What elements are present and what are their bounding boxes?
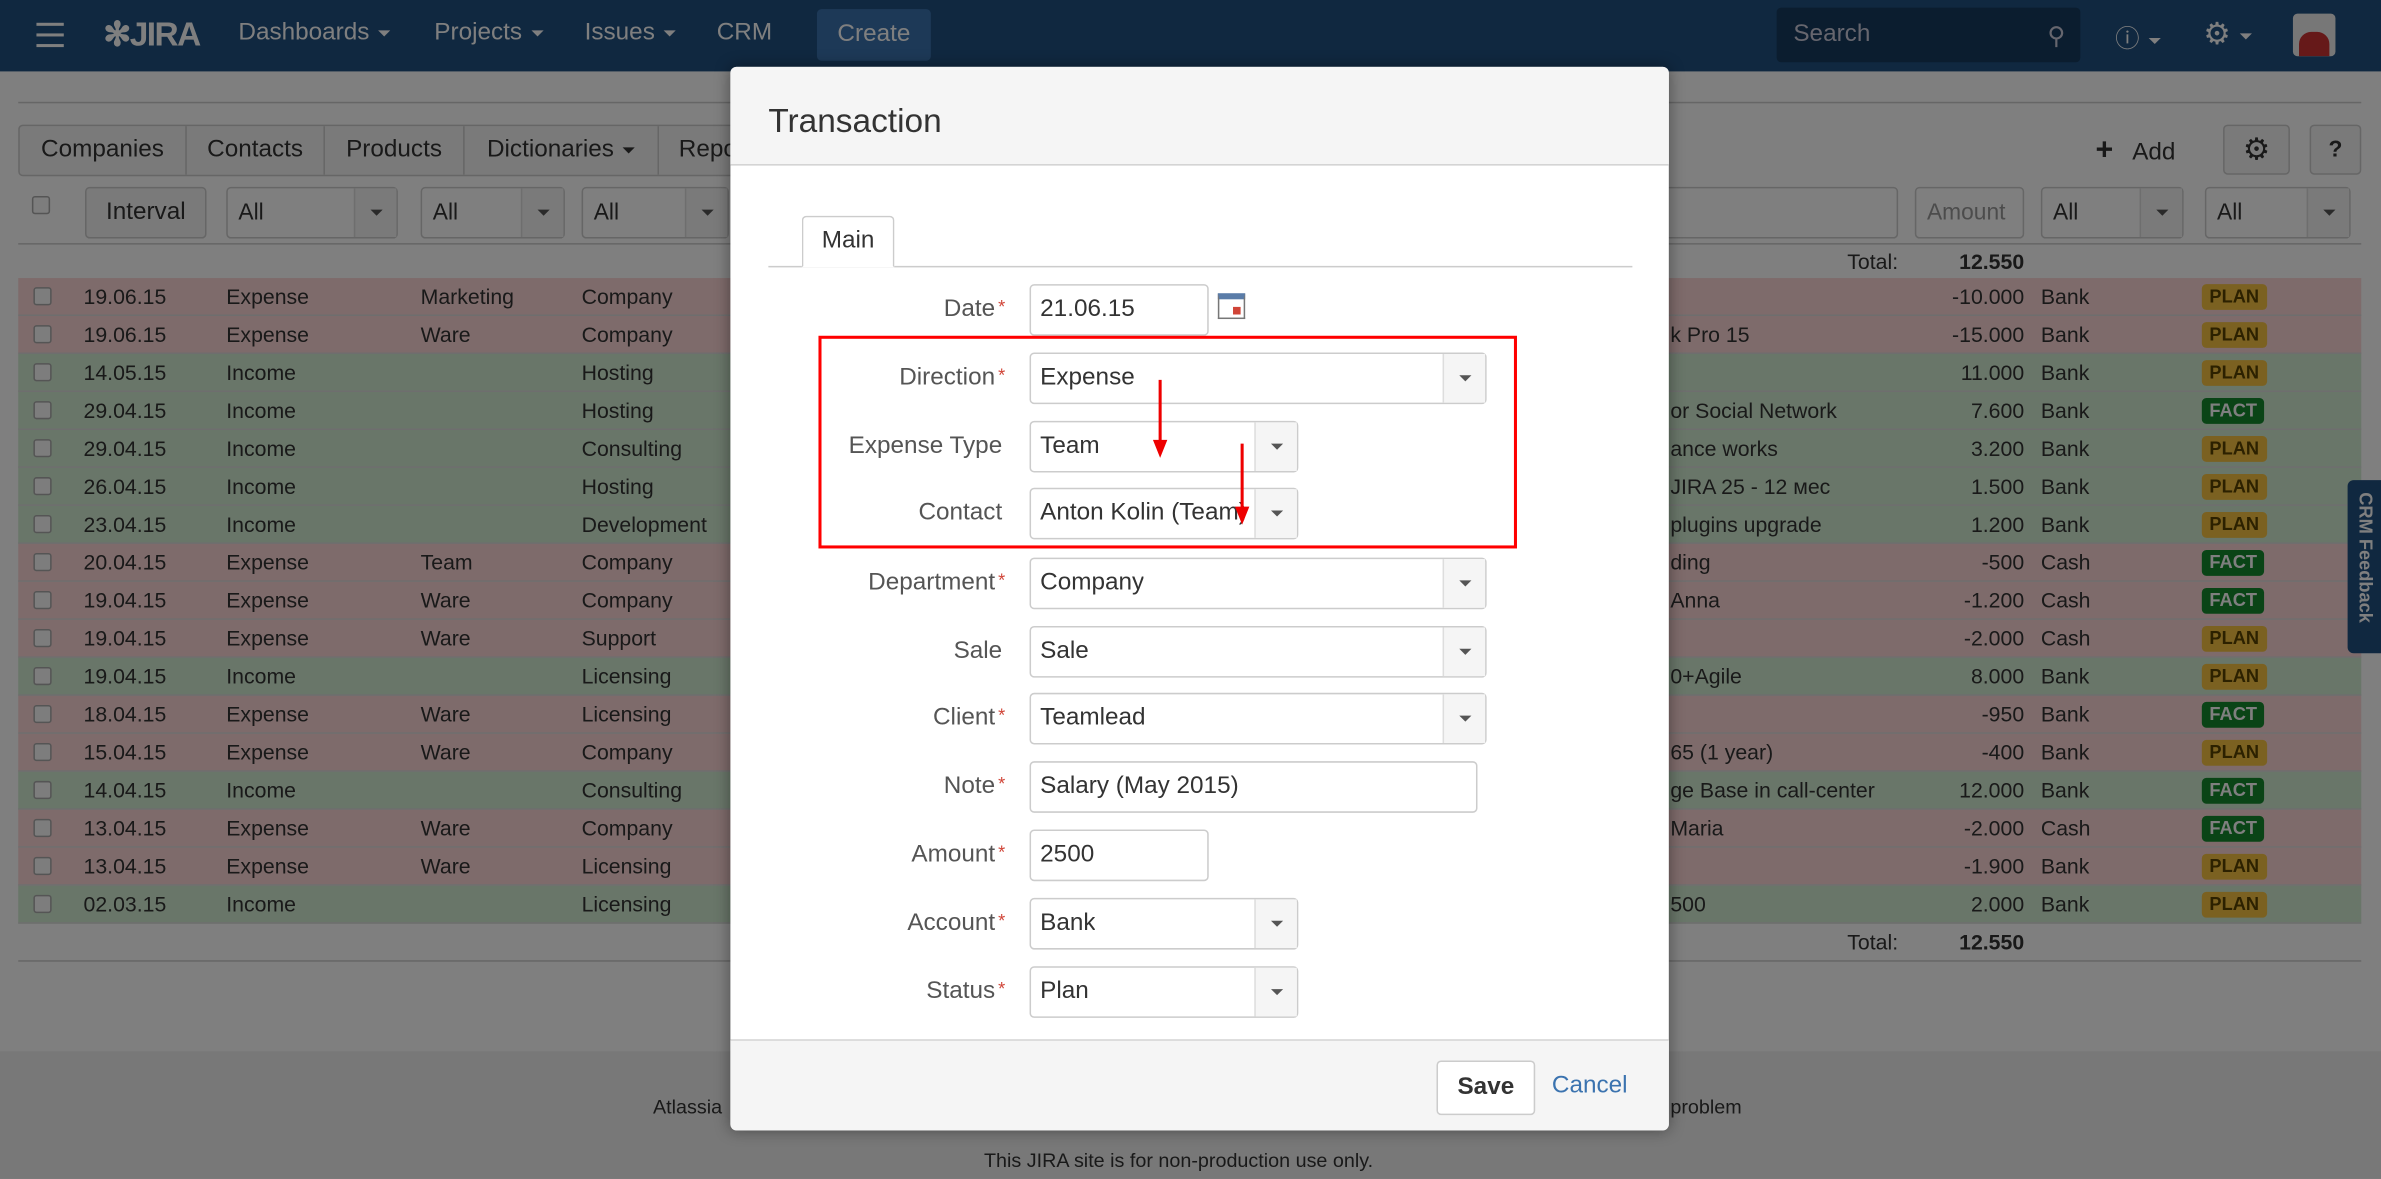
account-select[interactable]: Bank <box>1029 897 1299 950</box>
label-text: Direction <box>899 364 996 391</box>
label-text: Amount <box>911 841 996 868</box>
tab-underline <box>768 265 1633 268</box>
required-marker: * <box>998 841 1006 863</box>
annotation-arrows <box>1152 379 1250 525</box>
arrow-down-icon <box>1152 379 1168 458</box>
required-marker: * <box>998 910 1006 932</box>
label-text: Date <box>943 296 996 323</box>
dialog-title: Transaction <box>768 101 942 140</box>
caret-down-icon <box>1254 967 1297 1017</box>
save-label: Save <box>1457 1074 1515 1100</box>
label-text: Sale <box>953 638 1003 664</box>
amount-label: Amount * <box>911 842 1005 869</box>
sale-select[interactable]: Sale <box>1029 625 1487 678</box>
date-input[interactable]: 21.06.15 <box>1029 284 1209 336</box>
required-marker: * <box>998 296 1006 318</box>
direction-label: Direction * <box>899 365 1005 392</box>
caret-down-icon <box>1254 899 1297 949</box>
contact-label: Contact <box>918 500 1002 527</box>
date-label: Date * <box>944 296 1005 323</box>
highlight-box <box>818 335 1517 549</box>
tab-label: Main <box>821 227 875 254</box>
required-marker: * <box>998 704 1006 727</box>
label-text: Contact <box>918 499 1003 526</box>
expense-type-label: Expense Type <box>849 433 1003 460</box>
transaction-dialog: Transaction Main Date * 21.06.15 Direction *… <box>730 66 1669 1131</box>
status-select[interactable]: Plan <box>1029 966 1299 1018</box>
amount-input[interactable]: 2500 <box>1029 829 1209 882</box>
label-text: Client <box>932 704 996 731</box>
department-label: Department * <box>868 570 1005 597</box>
cancel-link[interactable]: Cancel <box>1551 1072 1628 1099</box>
save-button[interactable]: Save <box>1436 1060 1536 1116</box>
required-marker: * <box>998 364 1006 386</box>
note-label: Note * <box>944 773 1005 800</box>
contact-select[interactable]: Anton Kolin (Team) <box>1029 487 1299 540</box>
dialog-footer: Save Cancel <box>730 1039 1669 1131</box>
label-text: Note <box>943 773 996 800</box>
caret-down-icon <box>1442 353 1486 403</box>
status-label: Status * <box>926 978 1005 1005</box>
account-label: Account * <box>907 910 1005 937</box>
required-marker: * <box>998 569 1006 592</box>
label-text: Expense Type <box>848 433 1003 459</box>
caret-down-icon <box>1254 489 1297 538</box>
label-text: Account <box>907 910 996 936</box>
calendar-icon[interactable] <box>1217 293 1246 320</box>
caret-down-icon <box>1442 627 1486 677</box>
dialog-header: Transaction <box>730 66 1669 166</box>
sale-label: Sale <box>954 638 1003 665</box>
department-select[interactable]: Company <box>1029 557 1487 610</box>
note-input[interactable]: Salary (May 2015) <box>1029 761 1478 813</box>
required-marker: * <box>998 978 1006 1000</box>
tab-main[interactable]: Main <box>801 215 895 268</box>
direction-select[interactable]: Expense <box>1029 352 1487 405</box>
caret-down-icon <box>1254 422 1297 471</box>
caret-down-icon <box>1442 694 1486 743</box>
label-text: Department <box>868 569 996 596</box>
required-marker: * <box>998 773 1006 795</box>
arrow-down-icon <box>1234 443 1250 525</box>
client-label: Client * <box>933 705 1005 732</box>
label-text: Status <box>926 978 996 1005</box>
client-select[interactable]: Teamlead <box>1029 692 1487 745</box>
caret-down-icon <box>1442 559 1486 608</box>
